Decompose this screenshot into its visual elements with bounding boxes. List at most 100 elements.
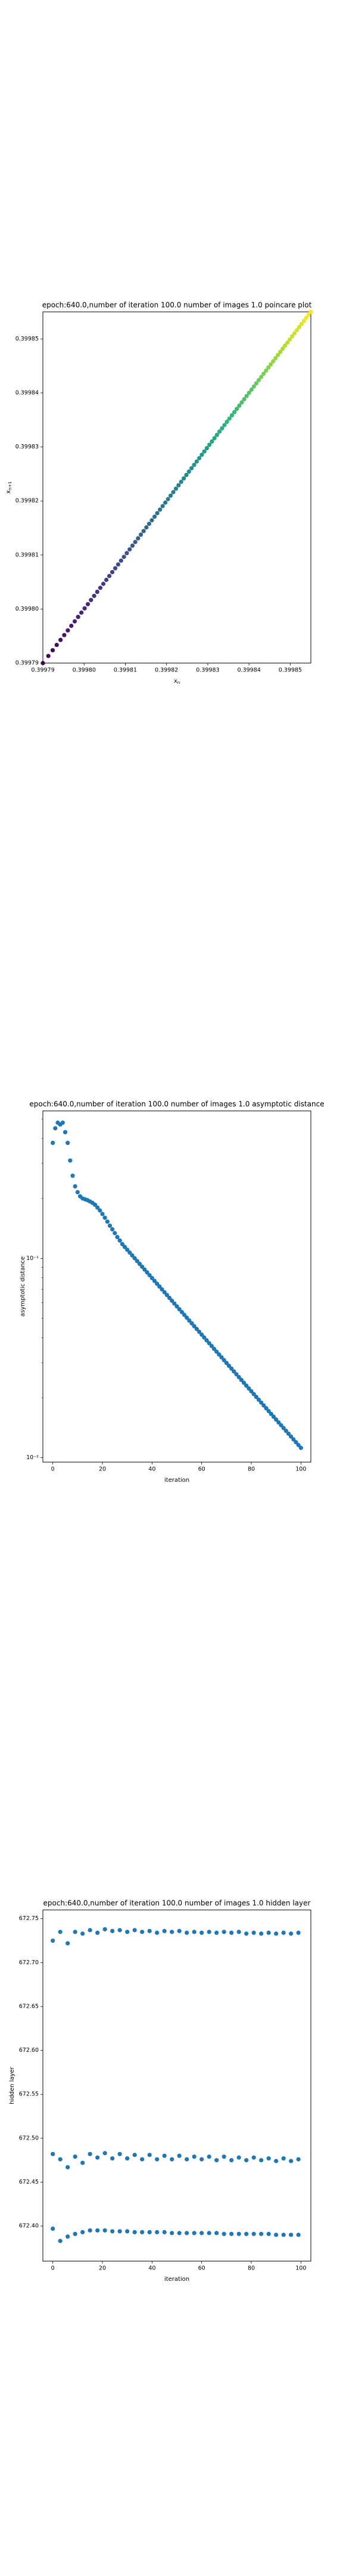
scatter-point [273,355,278,361]
hidden-layer-figure: epoch:640.0,number of iteration 100.0 nu… [0,1717,343,2576]
scatter-point [266,2156,271,2161]
scatter-point [117,1238,122,1243]
scatter-point [110,569,115,575]
x-tick-label: 0 [51,1466,55,1473]
scatter-point [164,1293,169,1298]
scatter-point [125,2229,130,2234]
scatter-point [236,1930,241,1934]
scatter-point [177,1928,182,1933]
scatter-point [72,619,77,624]
scatter-point [207,2231,211,2236]
x-tick-label: 0.39980 [73,667,96,674]
scatter-point [130,1253,135,1258]
scatter-point [170,1930,174,1934]
chart-title: epoch:640.0,number of iteration 100.0 nu… [29,1100,324,1109]
scatter-point [229,413,235,418]
scatter-point [274,2159,279,2163]
scatter-point [157,1284,162,1289]
scatter-point [115,1234,120,1240]
scatter-point [181,476,186,481]
scatter-point [160,1287,164,1292]
scatter-point [289,2233,294,2237]
scatter-point [289,1931,294,1936]
scatter-point [212,436,217,441]
scatter-point [194,459,199,464]
scatter-point [247,391,251,395]
y-tick-label: 672.65 [19,2003,39,2010]
scatter-point [124,550,129,556]
scatter-point [274,2233,279,2237]
scatter-point [199,453,204,457]
scatter-point [58,1930,63,1934]
scatter-point [236,2155,241,2160]
scatter-point [138,532,144,537]
scatter-point [283,343,288,348]
scatter-point [297,325,302,330]
scatter-point [296,1930,301,1935]
scatter-point [242,397,247,402]
scatter-point [155,510,160,516]
y-tick-label: 0.39983 [15,444,39,450]
scatter-point [117,2151,122,2156]
y-tick-label: 0.39980 [15,606,39,612]
y-tick-label: 10⁻² [26,1454,39,1461]
scatter-point [147,1272,152,1278]
scatter-point [142,1267,147,1272]
x-axis-label: iteration [164,1477,189,1484]
scatter-point [100,1212,105,1216]
scatter-point [119,558,123,563]
scatter-point [264,1406,269,1411]
scatter-point [155,1930,160,1935]
y-tick-label: 0.39985 [15,336,39,342]
scatter-point [168,493,173,498]
x-tick-label: 60 [198,2265,205,2272]
scatter-point [222,2154,226,2159]
scatter-point [251,384,257,389]
scatter-point [53,1126,58,1131]
x-axis-label: xn [174,678,180,685]
scatter-point [244,1931,249,1936]
scatter-point [207,442,212,447]
scatter-point [113,566,118,571]
y-tick-label: 672.60 [19,2047,39,2054]
scatter-point [182,1312,187,1317]
scatter-point [281,1930,286,1935]
scatter-point [147,2230,152,2235]
scatter-point [298,1445,303,1450]
scatter-point [229,1930,234,1935]
scatter-point [276,352,280,357]
scatter-point [186,469,191,474]
scatter-point [258,374,264,379]
scatter-point [95,2155,100,2160]
scatter-point [192,1930,197,1934]
scatter-point [229,1366,234,1371]
scatter-point [149,1275,154,1280]
scatter-point [227,416,232,421]
scatter-point [278,349,283,354]
x-tick-label: 20 [99,2265,106,2272]
scatter-point [219,1355,224,1360]
y-axis-label: xn+1 [5,481,13,494]
scatter-point [192,2231,197,2236]
scatter-point [261,371,266,376]
scatter-point [271,359,276,364]
poincare-plot-figure: epoch:640.0,number of iteration 100.0 nu… [0,0,343,859]
x-tick-label: 80 [248,2265,255,2272]
scatter-point [140,2230,145,2235]
scatter-point [102,2151,107,2156]
scatter-point [236,2231,241,2236]
chart-title: epoch:640.0,number of iteration 100.0 nu… [42,301,312,309]
scatter-point [184,473,189,478]
y-tick-label: 0.39981 [15,552,39,558]
scatter-point [152,514,157,519]
scatter-point [127,547,132,552]
scatter-point [269,1411,273,1416]
scatter-point [79,610,84,615]
scatter-point [140,1264,145,1269]
x-tick-label: 0.39983 [196,667,219,674]
x-tick-label: 0.39984 [238,667,261,674]
scatter-point [50,648,55,653]
scatter-point [102,2228,107,2233]
scatter-point [210,439,214,444]
scatter-point [110,2156,115,2161]
